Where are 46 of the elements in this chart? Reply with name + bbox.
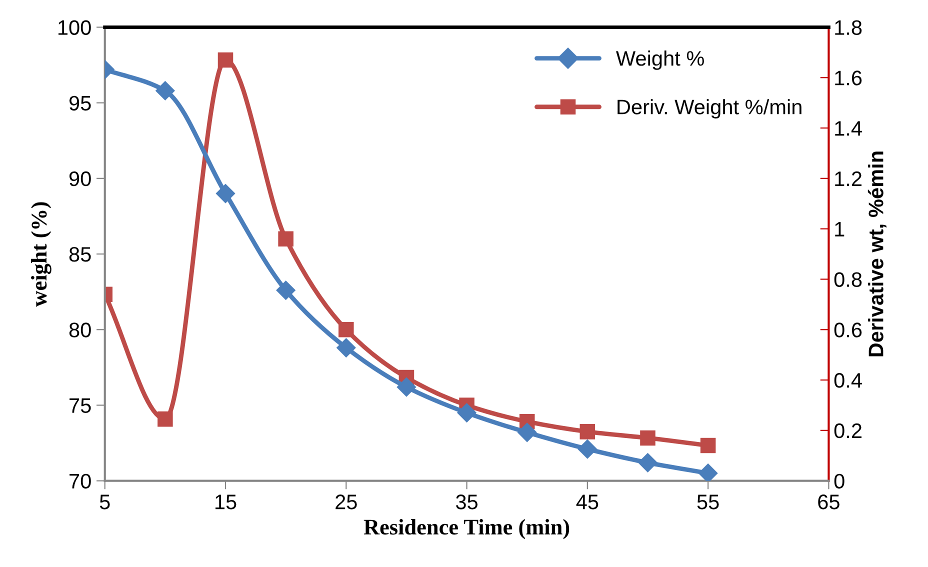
x-tick-label: 35 [456, 494, 478, 510]
x-axis-title: Residence Time (min) [364, 518, 570, 540]
y-tick-label: 100 [58, 20, 91, 35]
y2-axis-title: Derivative wt, %émin [868, 152, 886, 356]
point [698, 464, 718, 481]
x-tick-label: 45 [576, 494, 598, 510]
y2-tick-label: 1 [835, 222, 844, 236]
point [158, 411, 173, 427]
y-axis-title: weight (%) [31, 202, 52, 307]
point [276, 280, 296, 300]
y-tick-label: 70 [70, 474, 91, 489]
x-tick-label: 5 [100, 494, 110, 510]
y2-tick-label: 1.2 [835, 171, 862, 186]
y-tick-label: 95 [69, 96, 91, 111]
point [216, 184, 236, 204]
x-tick-label: 55 [697, 494, 719, 510]
point [640, 430, 656, 446]
x-tick-label: 15 [216, 494, 236, 510]
point [638, 453, 658, 472]
point [578, 440, 597, 459]
point [700, 438, 716, 454]
x-tick-label: 65 [818, 494, 840, 510]
point [278, 231, 294, 247]
point [156, 81, 175, 100]
point [336, 338, 356, 358]
y-tick-label: 75 [70, 398, 91, 413]
point [396, 378, 416, 397]
point [218, 52, 234, 68]
y2-tick-label: 1.6 [835, 70, 862, 86]
y2-tick-label: 1.4 [835, 121, 862, 136]
point [580, 424, 596, 440]
y2-tick-label: 0.6 [834, 322, 862, 338]
y-tick-label: 80 [69, 322, 91, 338]
x-tick-label: 25 [336, 494, 357, 510]
point [518, 422, 537, 442]
y-tick-label: 90 [69, 171, 91, 186]
legend-label: Deriv. Weight %/min [618, 99, 802, 119]
y-tick-label: 85 [69, 247, 91, 262]
y2-tick-label: 0.2 [834, 423, 862, 438]
point [457, 403, 476, 422]
point [338, 322, 354, 338]
legend-label: Weight % [616, 50, 704, 70]
y2-tick-label: 0 [834, 474, 844, 489]
y2-tick-label: 1.8 [835, 20, 862, 35]
y2-tick-label: 0.8 [834, 272, 862, 287]
y2-tick-label: 0.4 [834, 373, 862, 388]
